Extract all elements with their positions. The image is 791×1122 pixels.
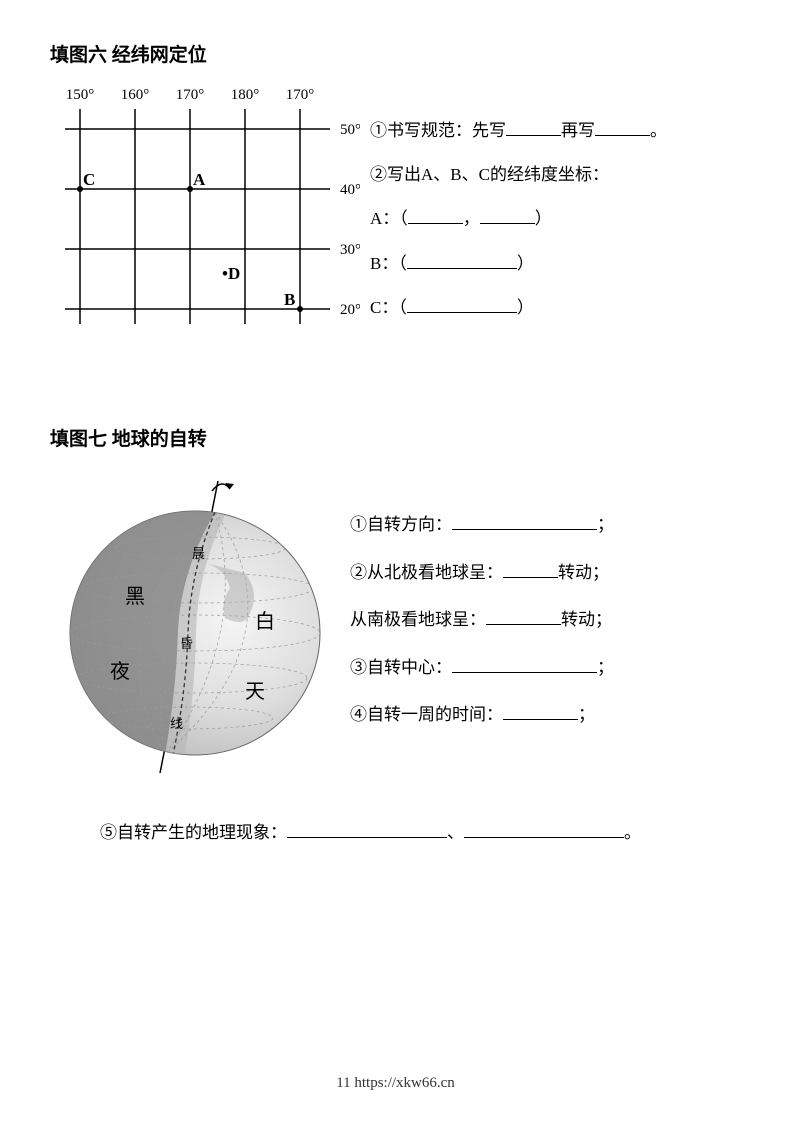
blank-B-2[interactable]	[462, 251, 517, 269]
question-6-B: B：（）	[370, 242, 741, 286]
label-xian: 线	[170, 716, 183, 731]
question-6-1: ①书写规范：先写再写。	[370, 109, 741, 153]
blank-C-1[interactable]	[407, 295, 462, 313]
label-chen: 晨	[192, 546, 205, 561]
section-7-title: 填图七 地球的自转	[50, 424, 741, 451]
svg-text:•D: •D	[222, 264, 240, 283]
section-6-content: 150° 160° 170° 180° 170° 50° 40° 30°	[50, 79, 741, 364]
label-hun: 昏	[180, 636, 193, 651]
latitude-longitude-grid: 150° 160° 170° 180° 170° 50° 40° 30°	[50, 79, 360, 359]
blank-B-1[interactable]	[407, 251, 462, 269]
blank-7-4[interactable]	[452, 655, 597, 673]
question-7-6: ⑤自转产生的地理现象：、。	[50, 818, 741, 843]
svg-text:180°: 180°	[231, 87, 260, 103]
question-7-2: ②从北极看地球呈：转动；	[350, 549, 741, 597]
question-7-4: ③自转中心：；	[350, 644, 741, 692]
label-ye: 夜	[110, 660, 130, 683]
blank-7-1[interactable]	[452, 512, 597, 530]
blank-7-2[interactable]	[503, 560, 558, 578]
blank-A-2[interactable]	[480, 206, 535, 224]
question-7-3: 从南极看地球呈：转动；	[350, 596, 741, 644]
question-6-C: C：（）	[370, 286, 741, 330]
page-footer: 11 https://xkw66.cn	[0, 1075, 791, 1092]
section-6-questions: ①书写规范：先写再写。 ②写出A、B、C的经纬度坐标： A：（，） B：（） C…	[350, 79, 741, 330]
section-6-title: 填图六 经纬网定位	[50, 40, 741, 67]
globe-diagram: 黑 夜 白 天 晨 昏 线	[50, 463, 340, 788]
label-bai: 白	[255, 610, 275, 633]
question-6-2: ②写出A、B、C的经纬度坐标：	[370, 153, 741, 197]
question-7-5: ④自转一周的时间：；	[350, 691, 741, 739]
blank-A-1[interactable]	[408, 206, 463, 224]
blank-6-1b[interactable]	[595, 118, 650, 136]
section-7-questions: ①自转方向：； ②从北极看地球呈：转动； 从南极看地球呈：转动； ③自转中心：；…	[340, 463, 741, 739]
blank-6-1a[interactable]	[506, 118, 561, 136]
svg-text:150°: 150°	[66, 87, 95, 103]
svg-text:160°: 160°	[121, 87, 150, 103]
blank-7-5[interactable]	[503, 702, 578, 720]
svg-text:A: A	[193, 170, 206, 189]
section-7-content: 黑 夜 白 天 晨 昏 线 ①自转方向：； ②从北极看地球呈：转动； 从南极看地…	[50, 463, 741, 788]
blank-7-3[interactable]	[486, 607, 561, 625]
section-6: 填图六 经纬网定位 150° 160° 170° 180° 170°	[50, 40, 741, 364]
blank-7-6a[interactable]	[287, 820, 447, 838]
svg-text:170°: 170°	[286, 87, 315, 103]
earth-rotation-globe: 黑 夜 白 天 晨 昏 线	[50, 473, 340, 783]
blank-C-2[interactable]	[462, 295, 517, 313]
question-6-A: A：（，）	[370, 197, 741, 241]
label-tian: 天	[245, 681, 265, 703]
section-7: 填图七 地球的自转	[50, 424, 741, 843]
label-hei: 黑	[125, 586, 145, 608]
svg-text:C: C	[83, 170, 95, 189]
svg-text:170°: 170°	[176, 87, 205, 103]
question-7-1: ①自转方向：；	[350, 501, 741, 549]
svg-text:B: B	[284, 290, 295, 309]
blank-7-6b[interactable]	[464, 820, 624, 838]
grid-diagram: 150° 160° 170° 180° 170° 50° 40° 30°	[50, 79, 350, 364]
